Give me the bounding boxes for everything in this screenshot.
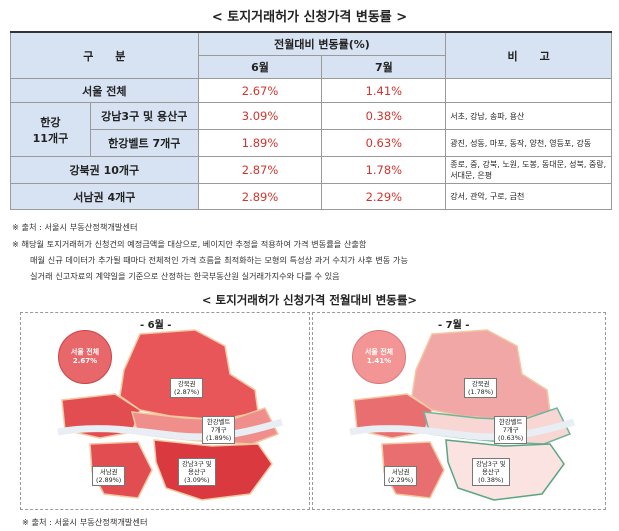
header-category: 구 분 (10, 31, 199, 79)
row-note: 광진, 성동, 마포, 동작, 양천, 영등포, 강동 (445, 129, 612, 157)
footnote-method: ※ 해당월 토지거래허가 신청건의 예정금액을 대상으로, 베이지안 추정을 적… (12, 239, 367, 249)
group-label-line1: 한강 (40, 115, 61, 129)
row-june-value: 2.67% (197, 78, 323, 103)
label-line: (1.78%) (468, 388, 494, 396)
page-title: < 토지거래허가 신청가격 변동률 > (211, 10, 408, 25)
footnote-method-3: 실거래 신고자료의 계약일을 기준으로 산정하는 한국부동산원 실거래가지수와 … (30, 271, 340, 281)
label-line: 용산구 (481, 468, 500, 476)
label-line: 7개구 (210, 426, 227, 434)
map-panel-june (20, 312, 310, 510)
row-label: 서남권 4개구 (10, 183, 199, 210)
seoul-total-bubble-july: 서울 전체 1.41% (352, 330, 406, 384)
row-note: 서초, 강남, 송파, 용산 (445, 102, 612, 130)
label-line: 강북권 (471, 380, 490, 388)
label-hangang-july: 한강벨트 7개구 (0.63%) (494, 416, 528, 444)
row-june-value: 3.09% (197, 102, 323, 130)
row-label: 강북권 10개구 (10, 156, 199, 184)
total-value: 1.41% (366, 357, 392, 365)
han-river (349, 418, 575, 441)
label-line: (2.89%) (96, 476, 122, 484)
label-line: 한강벨트 (206, 418, 231, 426)
group-label-line2: 11개구 (32, 131, 69, 145)
price-change-table: 구 분 전월대비 변동률(%) 비 고 6월 7월 서울 전체 2.67% 1.… (10, 31, 612, 210)
row-july-value: 1.78% (321, 156, 447, 184)
row-label: 강남3구 및 용산구 (89, 102, 199, 130)
row-june-value: 2.87% (197, 156, 323, 184)
label-line: 강남3구 및 (182, 460, 212, 468)
label-hangang-june: 한강벨트 7개구 (1.89%) (202, 416, 236, 444)
label-line: (0.38%) (478, 476, 504, 484)
map-section-title: < 토지거래허가 신청가격 전월대비 변동률> (201, 293, 418, 307)
row-july-value: 1.41% (321, 78, 447, 103)
label-line: (2.29%) (388, 476, 414, 484)
label-line: (0.63%) (498, 434, 524, 442)
label-gangbuk-june: 강북권 (2.87%) (170, 378, 204, 398)
label-line: 서남권 (391, 468, 410, 476)
row-june-value: 2.89% (197, 183, 323, 210)
header-note: 비 고 (445, 31, 612, 79)
region-north (119, 329, 259, 421)
total-label: 서울 전체 (364, 348, 394, 356)
row-july-value: 0.63% (321, 129, 447, 157)
han-river (57, 418, 283, 441)
total-value: 2.67% (72, 357, 98, 365)
label-line: (1.89%) (206, 434, 232, 442)
footnote-source: ※ 출처 : 서울시 부동산정책개발센터 (12, 222, 138, 232)
map-panel-july (312, 312, 606, 510)
map-label-june: - 6월 - (140, 320, 172, 331)
label-gangbuk-july: 강북권 (1.78%) (464, 378, 498, 398)
header-june: 6월 (197, 55, 323, 79)
label-line: (3.09%) (184, 476, 210, 484)
label-gangnam-july: 강남3구 및 용산구 (0.38%) (472, 458, 510, 486)
label-gangnam-june: 강남3구 및 용산구 (3.09%) (178, 458, 216, 486)
footnote-method-2: 매월 신규 데이터가 추가될 때마다 전체적인 가격 흐름을 최적화하는 모형의… (30, 255, 409, 265)
group-label: 한강 11개구 (10, 102, 91, 157)
row-july-value: 2.29% (321, 183, 447, 210)
row-note (445, 78, 612, 103)
row-label: 서울 전체 (10, 78, 199, 103)
label-line: 강북권 (177, 380, 196, 388)
row-note: 종로, 중, 강북, 노원, 도봉, 동대문, 성북, 중랑, 서대문, 은평 (445, 156, 612, 184)
region-north (411, 329, 551, 421)
label-line: 한강벨트 (498, 418, 523, 426)
label-line: 강남3구 및 (476, 460, 506, 468)
seoul-total-bubble-june: 서울 전체 2.67% (58, 330, 112, 384)
map-label-july: - 7월 - (438, 320, 470, 331)
row-june-value: 1.89% (197, 129, 323, 157)
label-seonam-july: 서남권 (2.29%) (384, 466, 418, 486)
label-line: 서남권 (99, 468, 118, 476)
row-note: 강서, 관악, 구로, 금천 (445, 183, 612, 210)
label-line: 용산구 (187, 468, 206, 476)
label-line: 7개구 (502, 426, 519, 434)
header-july: 7월 (321, 55, 447, 79)
row-label: 한강벨트 7개구 (89, 129, 199, 157)
label-line: (2.87%) (174, 388, 200, 396)
footnote-map-source: ※ 출처 : 서울시 부동산정책개발센터 (22, 517, 148, 527)
row-july-value: 0.38% (321, 102, 447, 130)
total-label: 서울 전체 (70, 348, 100, 356)
label-seonam-june: 서남권 (2.89%) (92, 466, 126, 486)
header-change: 전월대비 변동률(%) (197, 31, 447, 56)
